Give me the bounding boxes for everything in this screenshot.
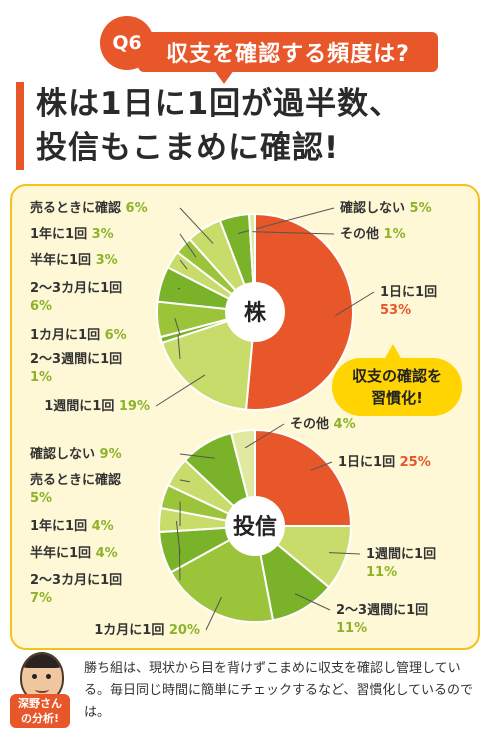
pie-title: 投信 — [233, 514, 277, 540]
pie-center-circle — [225, 282, 285, 342]
leader-line — [177, 287, 181, 290]
slice-label: 半年に1回 4% — [30, 545, 118, 561]
slice-label: 1カ月に1回 20% — [94, 623, 200, 638]
question-banner: Q6 収支を確認する頻度は? — [92, 10, 452, 84]
question-number-badge: Q6 — [100, 16, 154, 70]
analyst-comment: 勝ち組は、現状から目を背けずこまめに収支を確認し管理している。毎日同じ時間に簡単… — [84, 661, 473, 720]
headline-line-1: 株は1日に1回が過半数、 — [36, 86, 402, 122]
slice-value: 6% — [100, 328, 127, 343]
slice-value: 19% — [114, 399, 150, 414]
slice-label: 1年に1回 4% — [30, 518, 114, 534]
leader-line — [179, 453, 215, 459]
headline-line-2: 投信もこまめに確認! — [36, 130, 340, 166]
slice-value: 3% — [87, 227, 114, 242]
stock-pie: 1日に1回 53% 1週間に1回 19% 2～3週間に1回 1% 1カ月に1回 6% 2～3… — [30, 200, 437, 414]
leader-line — [252, 231, 335, 235]
slice-label: 確認しない 5% — [340, 200, 432, 216]
slice-label: 1日に1回 — [380, 285, 437, 300]
slice-value: 5% — [30, 491, 52, 506]
leader-line — [178, 547, 181, 581]
leader-line — [155, 374, 206, 407]
slice-label: 1カ月に1回 6% — [30, 328, 127, 343]
slice-value: 11% — [366, 565, 397, 580]
slice-value: 1% — [30, 370, 52, 385]
pie-slice — [160, 310, 257, 411]
slice-label: その他 4% — [290, 416, 356, 432]
leader-line — [310, 461, 333, 471]
leader-line — [294, 593, 331, 611]
pie-center-circle — [225, 496, 285, 556]
callout-line-2: 習慣化! — [371, 389, 423, 407]
slice-label: 売るときに確認 6% — [30, 200, 148, 216]
pie-slice — [244, 212, 354, 411]
leader-line — [205, 597, 222, 631]
slice-label: 1週間に1回 19% — [44, 399, 150, 414]
slice-value: 20% — [164, 623, 200, 638]
question-text: 収支を確認する頻度は? — [138, 32, 438, 72]
leader-line — [175, 521, 181, 554]
slice-label: 確認しない 9% — [30, 446, 122, 462]
slice-label: 2～3週間に1回 — [30, 352, 122, 367]
slice-label: 2～3カ月に1回 — [30, 573, 122, 588]
slice-label: 売るときに確認 — [30, 472, 121, 488]
slice-label: 1年に1回 3% — [30, 226, 114, 242]
slice-value: 1% — [379, 227, 406, 242]
leader-line — [244, 423, 285, 449]
leader-line — [329, 552, 361, 555]
slice-value: 5% — [405, 201, 432, 216]
slice-label: その他 1% — [340, 226, 406, 242]
analyst-portrait: 深野さん の分析! — [8, 650, 72, 730]
slice-value: 4% — [91, 546, 118, 561]
pie-slice — [254, 428, 353, 527]
leader-line — [179, 207, 214, 244]
slice-value: 9% — [95, 447, 122, 462]
slice-value: 11% — [336, 621, 367, 636]
leader-line — [177, 334, 181, 360]
leader-line — [174, 317, 181, 336]
headline: 株は1日に1回が過半数、 投信もこまめに確認! — [16, 82, 488, 170]
analyst-face-icon — [20, 652, 64, 702]
leader-line — [335, 291, 375, 317]
habit-callout: 収支の確認を 習慣化! — [332, 358, 462, 416]
analyst-name: 深野さん — [18, 697, 62, 710]
slice-label: 1週間に1回 — [366, 547, 436, 562]
slice-value: 53% — [380, 303, 411, 318]
slice-label: 1日に1回 25% — [338, 455, 431, 470]
pie-title: 株 — [244, 301, 267, 326]
question-tail — [214, 70, 234, 84]
slice-value: 4% — [329, 417, 356, 432]
slice-value: 3% — [91, 253, 118, 268]
slice-label: 2～3週間に1回 — [336, 603, 428, 618]
slice-value: 6% — [30, 299, 52, 314]
slice-value: 6% — [121, 201, 148, 216]
leader-line — [179, 233, 197, 258]
slice-value: 25% — [395, 455, 431, 470]
callout-tail — [384, 344, 402, 360]
leader-line — [179, 259, 188, 270]
slice-value: 4% — [87, 519, 114, 534]
leader-line — [179, 479, 190, 483]
analyst-title: の分析! — [20, 712, 60, 725]
slice-label: 2～3カ月に1回 — [30, 281, 122, 296]
callout-line-1: 収支の確認を — [351, 367, 442, 385]
analyst-badge: 深野さん の分析! — [10, 694, 70, 728]
slice-label: 半年に1回 3% — [30, 252, 118, 268]
slice-value: 7% — [30, 591, 52, 606]
